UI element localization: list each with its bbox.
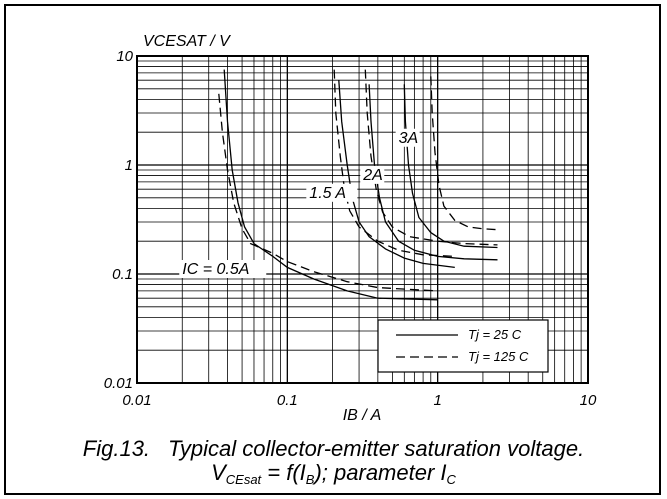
chart-svg: 0.01 0.1 1 10 0.01 0.1 1 10 VCESAT / V IB / A I… — [104, 33, 597, 424]
annotation-bg — [179, 260, 267, 278]
caption-c-sub: C — [446, 472, 456, 487]
y-axis-label: VCESAT / V — [143, 33, 231, 50]
legend-label: Tj = 25 C — [468, 327, 522, 342]
legend-box — [377, 319, 549, 373]
curve-label: 3A — [399, 130, 419, 147]
tick-labels: 0.01 0.1 1 10 0.01 0.1 1 10 — [104, 48, 597, 409]
legend-label: Tj = 125 C — [468, 349, 529, 364]
y-tick-label: 0.1 — [112, 266, 133, 283]
caption-v: V — [211, 460, 226, 485]
series-line-ic-15A-25c — [338, 80, 455, 269]
annotation-bg — [306, 183, 358, 202]
x-tick-label: 0.1 — [277, 392, 298, 409]
caption-fig-number: Fig.13. — [82, 436, 151, 461]
series-line-ic-05A-125c — [218, 93, 438, 292]
caption-line-2: VCEsat = f(IB); parameter IC — [4, 460, 663, 487]
curve-label: 2A — [362, 167, 383, 184]
series-line-ic-3A-25c — [403, 84, 498, 249]
caption-formula-end: ); parameter I — [314, 460, 447, 485]
series-line-ic-3A-125c — [430, 76, 498, 231]
caption-b-sub: B — [305, 472, 315, 487]
annotation-bg — [395, 128, 420, 147]
curve-label: IC = 0.5A — [182, 261, 249, 278]
caption-formula-mid: = f(I — [261, 460, 306, 485]
caption-v-sub: CEsat — [225, 472, 262, 487]
x-tick-label: 1 — [433, 392, 441, 409]
y-tick-label: 1 — [125, 157, 133, 174]
x-axis-label: IB / A — [343, 407, 382, 424]
y-tick-label: 10 — [116, 48, 133, 65]
caption-title: Typical collector-emitter saturation vol… — [168, 436, 585, 461]
series-line-ic-2A-25c — [368, 84, 498, 261]
caption-line-1: Fig.13. Typical collector-emitter saturat… — [4, 437, 663, 461]
plot-border — [136, 55, 589, 384]
y-tick-label: 0.01 — [104, 375, 133, 392]
x-tick-label: 10 — [580, 392, 597, 409]
x-tick-label: 0.01 — [122, 392, 151, 409]
curve-label: 1.5 A — [309, 185, 346, 202]
series-line-ic-05A-25c — [223, 69, 438, 301]
figure-frame — [4, 4, 661, 495]
annotation-bg — [360, 165, 385, 184]
curve-annotations: IC = 0.5A 1.5 A 2A 3A — [179, 128, 420, 278]
legend: Tj = 25 C Tj = 125 C — [377, 319, 549, 373]
